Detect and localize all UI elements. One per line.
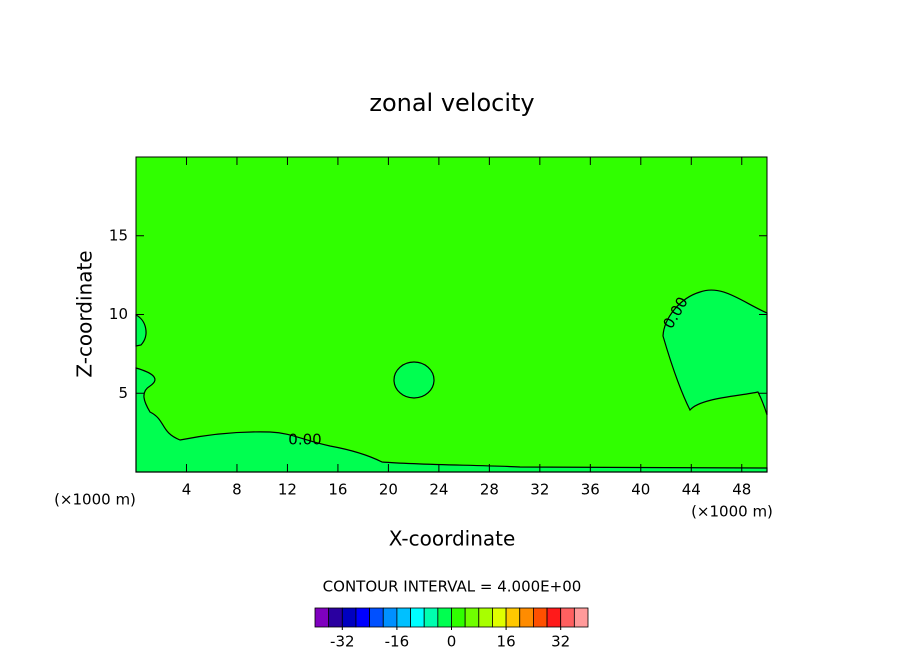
x-tick-label: 32 [530, 481, 549, 499]
colorbar-box [410, 607, 425, 628]
colorbar-tick-label: -32 [330, 633, 355, 651]
colorbar-box [492, 607, 507, 628]
contour-region [135, 367, 768, 473]
chart-title: zonal velocity [369, 89, 534, 117]
contour-label: 0.00 [288, 431, 321, 449]
colorbar-box [437, 607, 452, 628]
y-tick-label: 5 [118, 384, 128, 402]
y-tick-label: 15 [109, 226, 128, 244]
y-unit: (×1000 m) [54, 491, 136, 509]
x-tick-label: 20 [379, 481, 398, 499]
x-tick-label: 8 [232, 481, 242, 499]
x-tick-label: 24 [429, 481, 448, 499]
colorbar-box [314, 607, 330, 628]
colorbar-box [478, 607, 493, 628]
field [136, 157, 767, 472]
axes [135, 156, 768, 473]
x-tick-label: 40 [631, 481, 650, 499]
x-unit: (×1000 m) [691, 503, 773, 521]
contour-region [135, 314, 147, 347]
y-tick-label: 10 [109, 305, 128, 323]
x-tick-label: 44 [682, 481, 701, 499]
y-axis-label: Z-coordinate [73, 250, 97, 377]
colorbar-tick-label: 16 [497, 633, 516, 651]
colorbar-box [423, 607, 439, 628]
colorbar-box [464, 607, 480, 628]
colorbar-box [505, 607, 521, 628]
colorbar-box [355, 607, 371, 628]
contour-regions [135, 289, 768, 473]
colorbar-box [573, 607, 589, 628]
colorbar-box [396, 607, 411, 628]
contour-region [662, 289, 768, 416]
colorbar-box [451, 607, 466, 628]
colorbar: -32 -16 0 16 32 [314, 607, 589, 651]
colorbar-box [369, 607, 384, 628]
x-tick-label: 28 [480, 481, 499, 499]
colorbar-box [341, 607, 357, 628]
contour-interval: CONTOUR INTERVAL = 4.000E+00 [323, 578, 582, 596]
x-tick-label: 36 [581, 481, 600, 499]
contour-region [393, 361, 435, 399]
colorbar-tick-label: 0 [447, 633, 457, 651]
x-tick-label: 48 [732, 481, 751, 499]
colorbar-box [546, 607, 562, 628]
colorbar-tick-label: -16 [385, 633, 410, 651]
colorbar-box [382, 607, 398, 628]
colorbar-box [560, 607, 575, 628]
colorbar-tick-label: 32 [551, 633, 570, 651]
x-axis-label: X-coordinate [389, 527, 516, 551]
colorbar-box [519, 607, 534, 628]
x-tick-label: 4 [182, 481, 192, 499]
colorbar-box [328, 607, 343, 628]
x-tick-label: 12 [278, 481, 297, 499]
field-fill [136, 157, 767, 472]
x-tick-label: 16 [328, 481, 347, 499]
colorbar-box [533, 607, 548, 628]
